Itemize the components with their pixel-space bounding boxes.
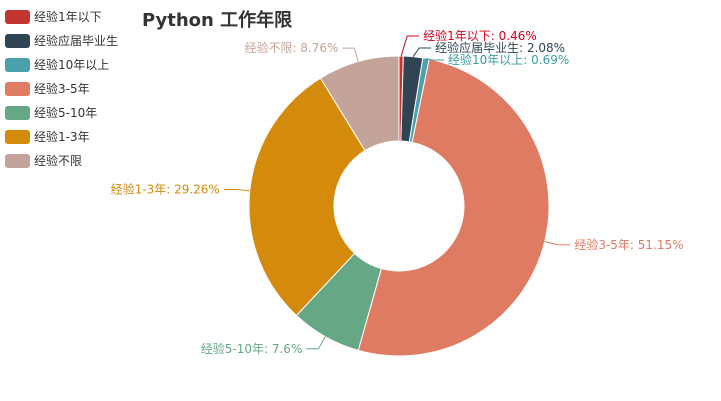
pie-slice-exp-any[interactable] <box>319 55 400 152</box>
slice-label: 经验1-3年: 29.26% <box>111 181 250 196</box>
legend-item[interactable]: 经验5-10年 <box>5 105 97 120</box>
slice-labels: 经验1年以下: 0.46%经验应届毕业生: 2.08%经验10年以上: 0.69… <box>111 28 684 356</box>
legend-label: 经验5-10年 <box>34 105 97 120</box>
legend-swatch <box>5 130 30 144</box>
legend-label: 经验1年以下 <box>34 9 102 24</box>
legend-item[interactable]: 经验应届毕业生 <box>5 33 118 48</box>
slice-label-text: 经验1-3年: 29.26% <box>111 181 220 196</box>
slice-label-text: 经验5-10年: 7.6% <box>201 341 303 356</box>
pie-slice-exp-3-5y[interactable] <box>357 58 550 357</box>
slice-label: 经验应届毕业生: 2.08% <box>412 40 565 57</box>
slice-label: 经验1年以下: 0.46% <box>400 28 537 57</box>
slice-label-text: 经验1年以下: 0.46% <box>423 28 537 43</box>
leader-line <box>306 336 326 350</box>
leader-line <box>400 35 420 57</box>
slice-label: 经验10年以上: 0.69% <box>425 52 569 67</box>
leader-line <box>544 241 571 246</box>
slice-label: 经验5-10年: 7.6% <box>201 336 326 356</box>
legend-swatch <box>5 34 30 48</box>
legend-label: 经验1-3年 <box>34 129 90 144</box>
legend-label: 经验应届毕业生 <box>34 33 118 48</box>
legend-label: 经验不限 <box>34 153 82 168</box>
slice-label-text: 经验3-5年: 51.15% <box>574 237 683 252</box>
legend-label: 经验10年以上 <box>34 57 109 72</box>
slices <box>248 55 550 357</box>
slice-label: 经验不限: 8.76% <box>244 40 359 62</box>
legend-swatch <box>5 10 30 24</box>
leader-line <box>412 47 432 57</box>
slice-label-text: 经验不限: 8.76% <box>244 40 338 55</box>
legend-item[interactable]: 经验10年以上 <box>5 57 109 72</box>
legend: 经验1年以下经验应届毕业生经验10年以上经验3-5年经验5-10年经验1-3年经… <box>5 9 118 168</box>
legend-item[interactable]: 经验1年以下 <box>5 9 102 24</box>
leader-line <box>425 57 445 61</box>
pie-slice-exp-1-3y[interactable] <box>248 77 366 317</box>
legend-item[interactable]: 经验不限 <box>5 153 82 168</box>
slice-label-text: 经验应届毕业生: 2.08% <box>435 40 565 55</box>
legend-swatch <box>5 82 30 96</box>
legend-label: 经验3-5年 <box>34 81 90 96</box>
slice-label: 经验3-5年: 51.15% <box>544 237 684 252</box>
legend-item[interactable]: 经验3-5年 <box>5 81 90 96</box>
legend-swatch <box>5 154 30 168</box>
legend-item[interactable]: 经验1-3年 <box>5 129 90 144</box>
legend-swatch <box>5 58 30 72</box>
leader-line <box>223 188 250 192</box>
chart-title: Python 工作年限 <box>142 9 293 31</box>
slice-label-text: 经验10年以上: 0.69% <box>448 52 569 67</box>
legend-swatch <box>5 106 30 120</box>
leader-line <box>342 47 359 62</box>
